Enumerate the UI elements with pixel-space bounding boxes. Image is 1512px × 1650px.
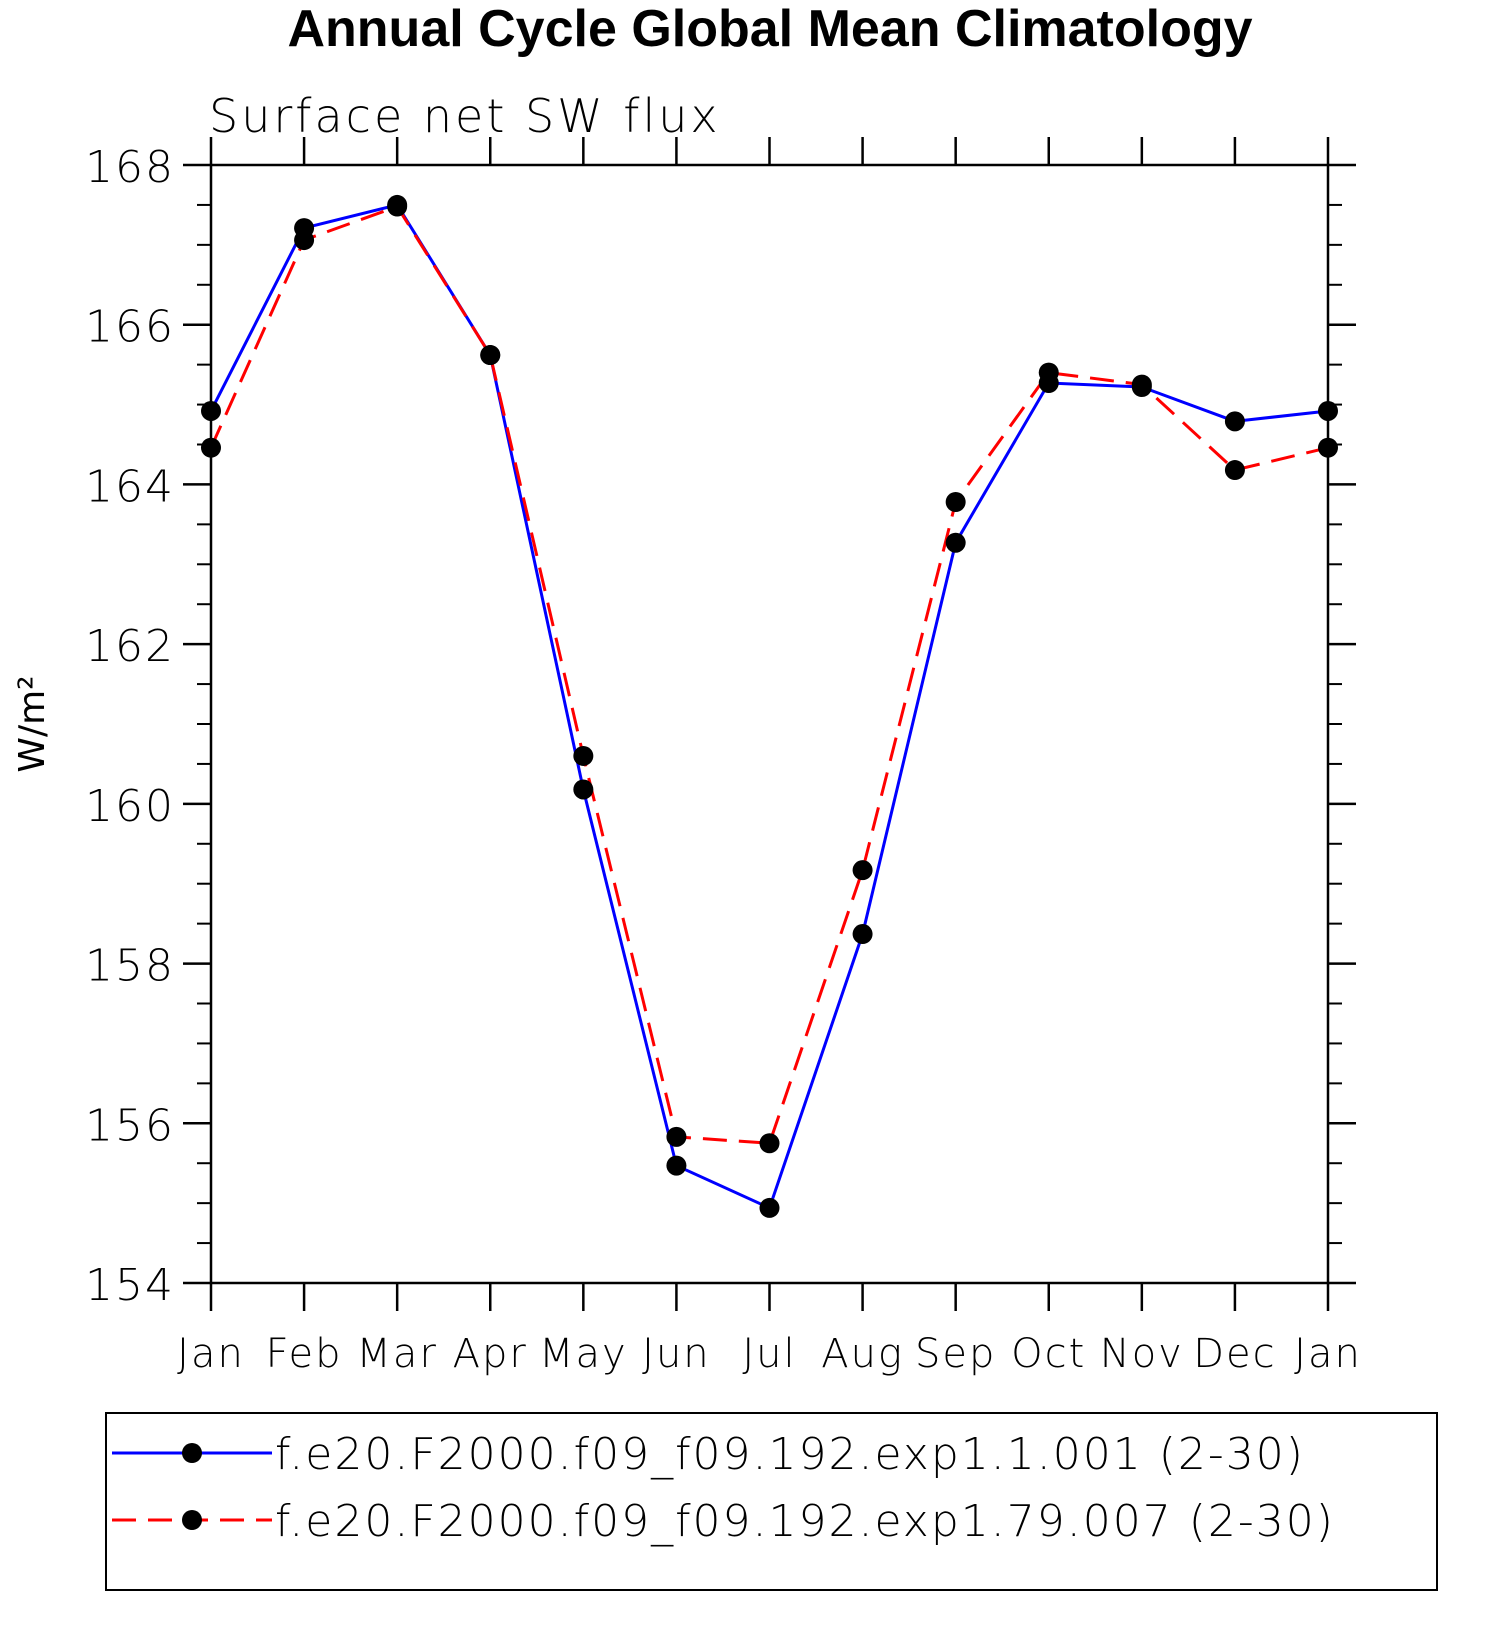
data-point: [201, 437, 221, 458]
y-tick-label: 160: [85, 781, 175, 832]
y-tick-label: 162: [85, 621, 175, 672]
x-tick-label: Jul: [742, 1331, 796, 1377]
data-point: [666, 1155, 687, 1176]
y-tick-label: 166: [85, 302, 175, 353]
data-point: [1318, 400, 1338, 421]
data-point: [1224, 460, 1245, 481]
data-point: [1131, 374, 1152, 395]
y-axis-label: W/m²: [12, 675, 53, 772]
x-tick-label: May: [539, 1331, 628, 1377]
data-point: [852, 924, 873, 945]
plot-frame: [209, 163, 1330, 1285]
data-point: [852, 860, 873, 881]
series-line: [209, 204, 1329, 1145]
x-tick-label: Nov: [1100, 1331, 1184, 1377]
y-tick-label: 168: [85, 142, 175, 193]
legend-label: f.e20.F2000.f09_f09.192.exp1.79.007 (2-3…: [275, 1496, 1335, 1547]
data-point: [294, 230, 315, 251]
data-point: [759, 1133, 780, 1154]
x-tick-label: Sep: [915, 1331, 996, 1377]
legend-marker: [182, 1443, 202, 1463]
y-tick-label: 154: [85, 1260, 175, 1311]
data-point: [945, 532, 966, 553]
x-tick-label: Oct: [1011, 1331, 1086, 1377]
data-point: [573, 745, 594, 766]
data-point: [1038, 362, 1059, 383]
x-tick-label: Jun: [642, 1331, 711, 1377]
x-tick-label: Dec: [1193, 1331, 1276, 1377]
x-tick-label: Mar: [356, 1331, 437, 1377]
series-line: [209, 203, 1329, 1210]
data-point: [201, 400, 221, 421]
legend-box: [105, 1412, 1438, 1591]
y-tick-label: 158: [85, 941, 175, 992]
data-point: [1318, 437, 1338, 458]
x-tick-label: Feb: [266, 1331, 343, 1377]
data-point: [480, 345, 501, 366]
data-point: [666, 1126, 687, 1147]
x-tick-label: Apr: [453, 1331, 528, 1377]
x-tick-label: Jan: [177, 1331, 245, 1377]
subtitle: Surface net SW flux: [209, 89, 721, 143]
x-tick-label: Aug: [821, 1331, 904, 1377]
data-point: [387, 196, 408, 217]
data-point: [759, 1197, 780, 1218]
x-tick-label: Jan: [1294, 1331, 1362, 1377]
y-tick-label: 164: [85, 461, 175, 512]
y-tick-label: 156: [85, 1100, 175, 1151]
data-point: [573, 779, 594, 800]
legend-label: f.e20.F2000.f09_f09.192.exp1.1.001 (2-30…: [275, 1429, 1305, 1480]
chart-title: Annual Cycle Global Mean Climatology: [287, 0, 1252, 58]
data-point: [1224, 411, 1245, 432]
data-point: [945, 491, 966, 512]
legend-marker: [182, 1510, 202, 1530]
